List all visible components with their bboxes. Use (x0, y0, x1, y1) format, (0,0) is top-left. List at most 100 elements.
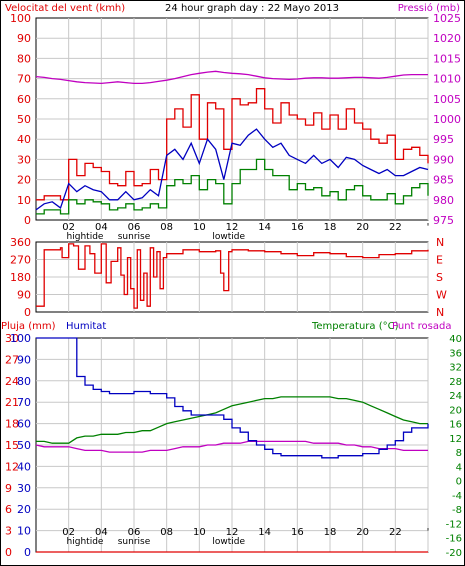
rain-tick-label: 0 (5, 546, 12, 559)
direction-tick-label: 180 (10, 271, 31, 284)
temperature-tick-label: 36 (449, 348, 462, 359)
dewpoint-axis-title: Punt rosada (392, 321, 451, 332)
rain-tick-label: 30 (5, 332, 19, 345)
pressure-tick-label: 975 (433, 214, 454, 227)
top-annotation-hightide: hightide (67, 232, 104, 242)
wind-tick-label: 90 (17, 32, 31, 45)
pressure-tick-label: 990 (433, 153, 454, 166)
bottom-x-tick-label: ' (427, 527, 430, 538)
compass-tick-label: N (436, 236, 444, 249)
humidity-tick-label: 20 (17, 503, 31, 516)
bottom-x-tick-label: 08 (160, 527, 173, 538)
rain-tick-label: 21 (5, 396, 19, 409)
temperature-axis-title: Temperatura (°C) (311, 321, 399, 332)
top-x-tick-label: 04 (95, 222, 108, 233)
bottom-x-tick-label: 04 (95, 527, 108, 538)
bottom-x-tick-label: 18 (324, 527, 337, 538)
pressure-tick-label: 985 (433, 174, 454, 187)
temperature-tick-label: 32 (449, 363, 462, 374)
top-x-tick-label: ' (427, 222, 430, 233)
top-x-tick-label: 10 (193, 222, 206, 233)
temperature-tick-label: 4 (456, 462, 462, 473)
top-x-tick-label: 06 (128, 222, 141, 233)
top-x-tick-label: 20 (356, 222, 369, 233)
rain-tick-label: 15 (5, 439, 19, 452)
bottom-x-tick-label: 06 (128, 527, 141, 538)
top-annotation-sunrise: sunrise (118, 232, 151, 242)
bottom-x-tick-label: 10 (193, 527, 206, 538)
temperature-tick-label: -8 (452, 505, 462, 516)
pressure-axis-title: Pressió (mb) (398, 2, 460, 14)
rain-axis-title: Pluja (mm) (1, 321, 56, 332)
pressure-tick-label: 1020 (433, 32, 461, 45)
chart-layer: 0102030405060708090100975980985990995100… (5, 12, 462, 559)
pressure-tick-label: 995 (433, 133, 454, 146)
temperature-tick-label: 8 (456, 448, 462, 459)
wind-gust-line (36, 88, 429, 201)
bottom-x-tick-label: 12 (226, 527, 239, 538)
rain-tick-label: 12 (5, 460, 19, 473)
wind-tick-label: 70 (17, 73, 31, 86)
direction-tick-label: 90 (17, 289, 31, 302)
temperature-tick-label: 20 (449, 405, 462, 416)
compass-tick-label: N (436, 306, 444, 319)
bottom-x-tick-label: 02 (62, 527, 75, 538)
top-x-tick-label: 22 (389, 222, 402, 233)
rain-tick-label: 24 (5, 375, 19, 388)
bottom-x-tick-label: 14 (258, 527, 271, 538)
temperature-tick-label: 28 (449, 377, 462, 388)
temperature-tick-label: 40 (449, 334, 462, 345)
top-x-tick-label: 18 (324, 222, 337, 233)
humidity-tick-label: 60 (17, 418, 31, 431)
temperature-tick-label: 24 (449, 391, 462, 402)
wind-tick-label: 20 (17, 174, 31, 187)
top-x-tick-label: 12 (226, 222, 239, 233)
humidity-tick-label: 30 (17, 482, 31, 495)
bottom-x-tick-label: 16 (291, 527, 304, 538)
compass-tick-label: S (436, 271, 443, 284)
temperature-tick-label: 12 (449, 434, 462, 445)
humidity-tick-label: 70 (17, 396, 31, 409)
bottom-annotation-hightide: hightide (67, 537, 104, 547)
pressure-tick-label: 1005 (433, 93, 461, 106)
wind-tick-label: 100 (10, 12, 31, 25)
humidity-line (36, 337, 429, 459)
rain-tick-label: 6 (5, 503, 12, 516)
bottom-x-tick-label: 22 (389, 527, 402, 538)
top-annotation-lowtide: lowtide (212, 232, 245, 242)
humidity-tick-label: 80 (17, 375, 31, 388)
humidity-tick-label: 100 (10, 332, 31, 345)
direction-tick-label: 360 (10, 236, 31, 249)
wind-axis-title: Velocitat del vent (kmh) (5, 3, 125, 14)
temperature-tick-label: -12 (446, 519, 462, 530)
humidity-tick-label: 10 (17, 525, 31, 538)
humidity-axis-title: Humitat (66, 321, 106, 332)
rain-tick-label: 9 (5, 482, 12, 495)
wind-tick-label: 60 (17, 93, 31, 106)
dewpoint-line (35, 440, 428, 453)
bottom-x-tick-label: 20 (356, 527, 369, 538)
top-x-tick-label: 02 (62, 222, 75, 233)
wind-direction-line (36, 243, 429, 309)
wind-tick-label: 40 (17, 133, 31, 146)
wind-tick-label: 30 (17, 153, 31, 166)
pressure-tick-label: 980 (433, 194, 454, 207)
top-x-tick-label: 08 (160, 222, 173, 233)
wind-tick-label: 10 (17, 194, 31, 207)
humidity-tick-label: 90 (17, 353, 31, 366)
bottom-annotation-sunrise: sunrise (118, 537, 151, 547)
temperature-tick-label: 0 (456, 477, 462, 488)
humidity-tick-label: 50 (17, 439, 31, 452)
wind-low-line (36, 158, 429, 215)
top-x-tick-label: 16 (291, 222, 304, 233)
humidity-tick-label: 0 (24, 546, 31, 559)
wind-tick-label: 80 (17, 52, 31, 65)
rain-tick-label: 18 (5, 418, 19, 431)
pressure-tick-label: 1000 (433, 113, 461, 126)
pressure-line (35, 70, 428, 85)
humidity-tick-label: 40 (17, 460, 31, 473)
bottom-annotation-lowtide: lowtide (212, 537, 245, 547)
direction-tick-label: 0 (24, 306, 31, 319)
temperature-tick-label: -4 (452, 491, 462, 502)
